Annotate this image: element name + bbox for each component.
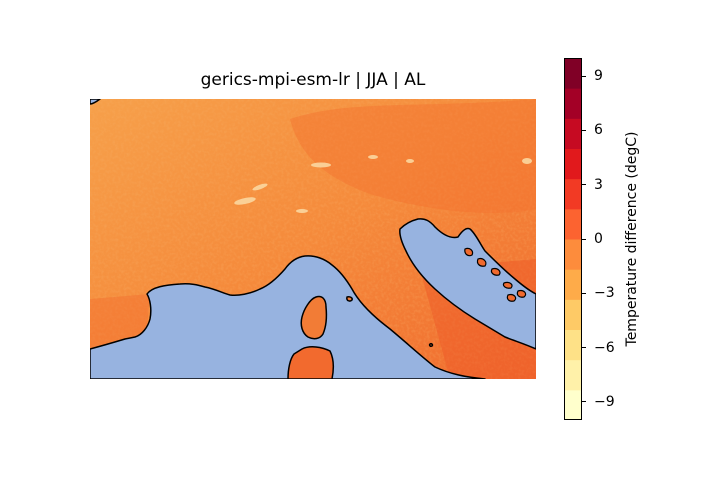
tick-mark xyxy=(582,347,586,349)
colorbar-tick: 0 xyxy=(582,231,603,247)
tick-label: −3 xyxy=(594,285,615,302)
tick-label: 9 xyxy=(594,68,603,85)
map-title: gerics-mpi-esm-lr | JJA | AL xyxy=(200,70,426,90)
dalmatian-islands xyxy=(464,247,527,302)
colorbar-band xyxy=(564,299,582,330)
colorbar-band xyxy=(564,269,582,300)
tick-label: −9 xyxy=(594,393,615,410)
sea xyxy=(90,99,536,379)
tick-label: 6 xyxy=(594,122,603,139)
islands xyxy=(287,295,434,379)
tick-mark xyxy=(582,184,586,186)
sardinia xyxy=(287,346,335,379)
tick-label: 0 xyxy=(594,231,603,247)
colorbar-band xyxy=(564,389,582,420)
tick-mark xyxy=(582,238,586,240)
colorbar-tick: −3 xyxy=(582,285,615,301)
colorbar xyxy=(564,58,582,420)
tick-mark xyxy=(582,401,586,403)
colorbar-band xyxy=(564,148,582,180)
colorbar-label: Temperature difference (degC) xyxy=(624,131,640,347)
colorbar-band xyxy=(564,178,582,210)
colorbar-tick: 3 xyxy=(582,177,603,193)
colorbar-tick: −6 xyxy=(582,340,615,356)
adriatic-sea xyxy=(399,218,536,350)
tick-mark xyxy=(582,129,586,131)
colorbar-band xyxy=(564,239,582,270)
colorbar-band xyxy=(564,329,582,361)
colorbar-bands xyxy=(564,58,582,420)
tick-label: 3 xyxy=(594,176,603,193)
capri xyxy=(428,343,434,347)
tick-mark xyxy=(582,75,586,77)
colorbar-band xyxy=(564,208,582,240)
tick-mark xyxy=(582,292,586,294)
colorbar-tick: 6 xyxy=(582,122,603,138)
elba xyxy=(346,296,353,302)
colorbar-band xyxy=(564,58,582,89)
warm-region-north xyxy=(290,99,536,214)
colorbar-ticks: 9 6 3 0 −3 −6 −9 xyxy=(582,58,642,420)
alpine-cool-streaks xyxy=(234,155,532,213)
colorbar-band xyxy=(564,88,582,119)
colorbar-band xyxy=(564,118,582,149)
map-panel xyxy=(90,99,536,379)
colorbar-tick: 9 xyxy=(582,68,603,84)
colorbar-band xyxy=(564,359,582,391)
colorbar-tick: −9 xyxy=(582,394,615,410)
tyrrhenian-sea xyxy=(90,255,486,379)
tick-label: −6 xyxy=(594,339,615,356)
corsica xyxy=(300,295,328,340)
